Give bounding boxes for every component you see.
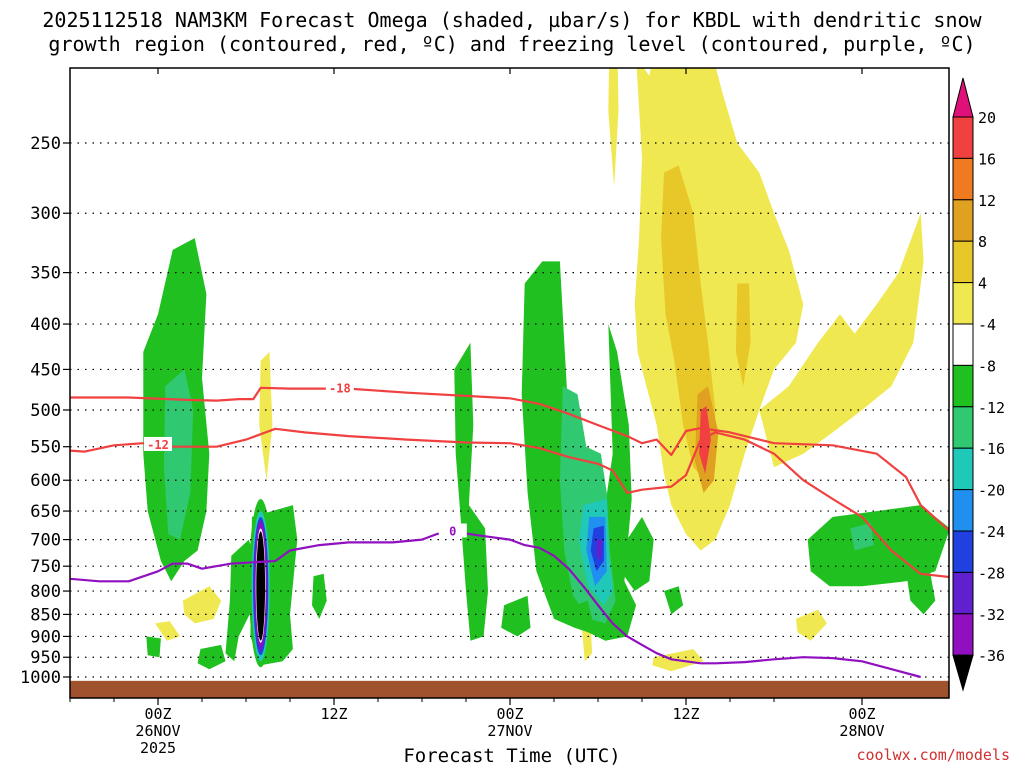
omega-negative-green — [576, 600, 593, 628]
y-tick-label: 650 — [30, 502, 61, 522]
omega-negative-seagreen — [163, 369, 194, 540]
contour-label-bg — [325, 380, 354, 395]
colorbar-segment — [952, 489, 974, 532]
contour-label--12: -12 — [147, 438, 169, 452]
x-tick-label: 28NOV — [839, 722, 884, 740]
contour-label-bg — [438, 523, 467, 538]
colorbar-segment — [952, 364, 974, 408]
omega-positive-yellow — [796, 609, 827, 641]
x-tick-label: 00Z — [496, 705, 523, 723]
omega-negative-green — [620, 516, 654, 591]
colorbar-label: 20 — [978, 109, 996, 127]
x-tick-label: 12Z — [320, 705, 347, 723]
omega-negative-green — [312, 573, 327, 619]
colorbar-label: 12 — [978, 192, 996, 210]
omega-positive-yellow — [155, 621, 180, 641]
omega-negative-green — [146, 636, 161, 658]
y-tick-label: 350 — [30, 264, 61, 284]
terrain-surface — [70, 680, 949, 698]
colorbar-bottom-arrow — [952, 654, 974, 692]
contour-label--18: -18 — [329, 382, 351, 396]
colorbar-label: -32 — [978, 606, 1005, 624]
omega-positive-yellow — [759, 213, 924, 468]
omega-negative-purple — [596, 539, 603, 561]
x-tick-label: 00Z — [848, 705, 875, 723]
colorbar-segment — [952, 157, 974, 201]
colorbar-segment — [952, 282, 974, 325]
chart-title-line2: growth region (contoured, red, ºC) and f… — [48, 32, 976, 56]
y-tick-label: 600 — [30, 471, 61, 491]
omega-positive-yellow — [608, 68, 619, 187]
y-tick-label: 250 — [30, 134, 61, 154]
omega-shading-layer — [70, 68, 949, 698]
colorbar-label: -12 — [978, 399, 1005, 417]
colorbar-label: -24 — [978, 523, 1005, 541]
colorbar-segment — [952, 571, 974, 615]
contour-label-bg — [144, 436, 172, 451]
colorbar-segment — [952, 116, 974, 159]
colorbar-segment — [952, 240, 974, 284]
colorbar-label: 4 — [978, 275, 987, 293]
y-tick-label: 500 — [30, 401, 61, 421]
colorbar-label: -36 — [978, 647, 1005, 665]
y-tick-label: 450 — [30, 360, 61, 380]
colorbar-segment — [952, 199, 974, 242]
axes-layer: 2503003504004505005506006507007508008509… — [20, 67, 950, 757]
colorbar: 20 16 12 8 4 -4 -8 -12 -16 -20 -24 -28 -32 -36 — [952, 77, 1005, 692]
y-tick-label: 300 — [30, 204, 61, 224]
colorbar-label: -8 — [978, 357, 996, 375]
colorbar-segment — [952, 323, 974, 366]
omega-negative-green — [664, 586, 684, 615]
source-credit: coolwx.com/models — [856, 746, 1010, 764]
contour-label-0: 0 — [449, 524, 456, 538]
colorbar-label: -20 — [978, 482, 1005, 500]
contour-layer: -18 -12 0 — [70, 380, 949, 679]
omega-negative-seagreen — [850, 522, 874, 551]
omega-negative-green — [454, 342, 488, 641]
omega-negative-green — [501, 595, 531, 637]
omega-positive-yellow — [259, 351, 273, 481]
y-tick-label: 550 — [30, 438, 61, 458]
contour--12 — [70, 427, 949, 579]
omega-core-black — [256, 531, 266, 641]
x-tick-label: 2025 — [140, 739, 176, 757]
omega-positive-orange — [735, 283, 751, 387]
y-tick-label: 400 — [30, 315, 61, 335]
y-tick-label: 800 — [30, 582, 61, 602]
y-tick-label: 1000 — [20, 668, 61, 688]
colorbar-segment — [952, 613, 974, 656]
colorbar-segment — [952, 447, 974, 491]
x-tick-label: 27NOV — [487, 722, 532, 740]
colorbar-segment — [952, 530, 974, 573]
x-tick-label: 00Z — [144, 705, 171, 723]
colorbar-label: -16 — [978, 440, 1005, 458]
omega-positive-yellow — [182, 586, 222, 624]
contour--18 — [70, 386, 949, 532]
omega-positive-yellow — [634, 68, 804, 551]
y-tick-label: 950 — [30, 648, 61, 668]
x-axis-label: Forecast Time (UTC) — [403, 745, 621, 767]
y-tick-label: 750 — [30, 557, 61, 577]
x-tick-label: 26NOV — [135, 722, 180, 740]
y-tick-label: 700 — [30, 531, 61, 551]
colorbar-label: 8 — [978, 233, 987, 251]
x-tick-label: 12Z — [672, 705, 699, 723]
colorbar-label: 16 — [978, 150, 996, 168]
colorbar-label: -4 — [978, 316, 996, 334]
colorbar-top-arrow — [952, 77, 974, 118]
y-tick-label: 900 — [30, 627, 61, 647]
contour-0 — [70, 530, 921, 679]
chart-title-line1: 2025112518 NAM3KM Forecast Omega (shaded… — [42, 8, 982, 32]
omega-negative-green — [197, 644, 226, 670]
omega-positive-yellow — [581, 625, 593, 662]
colorbar-label: -28 — [978, 564, 1005, 582]
y-tick-label: 850 — [30, 605, 61, 625]
colorbar-segment — [952, 406, 974, 449]
omega-positive-red — [699, 406, 711, 474]
